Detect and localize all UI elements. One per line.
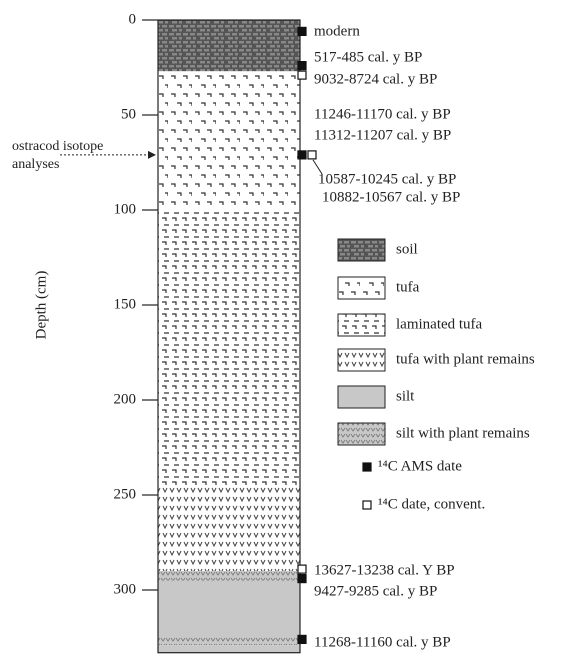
ams-date-marker — [298, 27, 306, 35]
tick-label: 0 — [129, 11, 137, 27]
date-label: 11312-11207 cal. y BP — [314, 127, 451, 143]
tick-label: 200 — [114, 391, 137, 407]
conventional-date-marker — [308, 151, 316, 159]
ams-date-marker — [298, 575, 306, 583]
layer — [158, 638, 300, 646]
layer — [158, 486, 300, 572]
legend-label: ¹⁴C AMS date — [378, 458, 462, 474]
legend-label: laminated tufa — [396, 316, 483, 332]
ams-date-marker — [363, 463, 371, 471]
date-label: 517-485 cal. y BP — [314, 49, 422, 65]
date-label: 11268-11160 cal. y BP — [314, 634, 451, 650]
axis-label: Depth (cm) — [33, 271, 49, 340]
legend-swatch — [338, 423, 385, 445]
conventional-date-marker — [363, 501, 371, 509]
layer — [158, 20, 300, 71]
date-label: 10882-10567 cal. y BP — [322, 189, 460, 205]
date-label: 9427-9285 cal. y BP — [314, 583, 437, 599]
conventional-date-marker — [298, 71, 306, 79]
annotation-text: ostracod isotope — [12, 139, 103, 154]
legend-swatch — [338, 349, 385, 371]
layer — [158, 210, 300, 486]
tick-label: 250 — [114, 486, 137, 502]
tick-label: 100 — [114, 201, 137, 217]
ams-date-marker — [298, 635, 306, 643]
tick-label: 150 — [114, 296, 137, 312]
date-label: 13627-13238 cal. Y BP — [314, 562, 455, 578]
conventional-date-marker — [298, 565, 306, 573]
tick-label: 300 — [114, 581, 137, 597]
legend-label: silt — [396, 388, 415, 404]
date-label: 10587-10245 cal. y BP — [318, 171, 456, 187]
legend-swatch — [338, 277, 385, 299]
layer — [158, 71, 300, 210]
legend-label: tufa — [396, 279, 420, 295]
date-label: 9032-8724 cal. y BP — [314, 71, 437, 87]
legend-swatch — [338, 314, 385, 336]
legend-label: ¹⁴C date, convent. — [378, 496, 485, 512]
ams-date-marker — [298, 62, 306, 70]
ams-date-marker — [298, 151, 306, 159]
legend-swatch — [338, 239, 385, 261]
legend-label: silt with plant remains — [396, 425, 530, 441]
legend-swatch — [338, 386, 385, 408]
date-label: modern — [314, 23, 360, 39]
layer — [158, 645, 300, 653]
layer — [158, 581, 300, 638]
annotation-text: analyses — [12, 157, 59, 172]
legend-label: soil — [396, 241, 418, 257]
date-label: 11246-11170 cal. y BP — [314, 106, 451, 122]
layer — [158, 571, 300, 581]
stratigraphic-diagram: Depth (cm) 0 50 100 150 200 250 300 modern 517-4… — [0, 0, 577, 654]
legend-label: tufa with plant remains — [396, 351, 535, 367]
tick-label: 50 — [121, 106, 136, 122]
